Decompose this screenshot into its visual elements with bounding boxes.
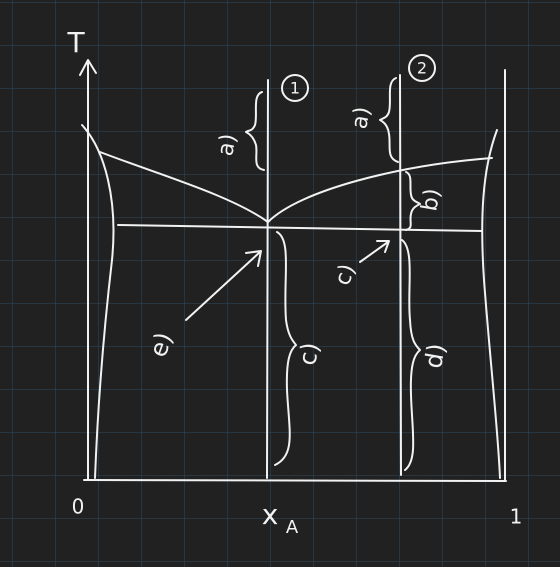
composition-1 [266, 79, 269, 479]
x-start-label: 0 [72, 495, 85, 519]
arrow-e [185, 250, 262, 321]
arrow-c [359, 240, 390, 263]
liquidus-left [99, 151, 269, 223]
x-axis-subscript: A [286, 517, 299, 538]
region-label: b) [417, 187, 446, 214]
liquidus-right [267, 157, 493, 223]
brace-a-right [379, 77, 399, 163]
eutectic-line [117, 224, 483, 232]
left-solvus [81, 124, 115, 479]
marker-circle [281, 74, 309, 102]
region-label: d) [419, 341, 451, 370]
region-label: a) [347, 105, 375, 131]
brace-d [401, 239, 421, 471]
x-end-label: 1 [510, 505, 523, 529]
region-label: c) [293, 340, 324, 367]
marker-label: 1 [290, 79, 300, 98]
region-label: a) [213, 132, 241, 158]
composition-2 [399, 74, 402, 476]
marker-circle [408, 54, 436, 82]
brace-a-left [245, 91, 265, 171]
x-axis [83, 479, 507, 482]
marker-label: 2 [417, 59, 427, 78]
x-axis-label: x [262, 498, 279, 531]
y-axis-label: T [66, 26, 85, 59]
right-solvus [481, 129, 501, 479]
brace-b [405, 171, 421, 231]
brace-c [274, 231, 297, 466]
